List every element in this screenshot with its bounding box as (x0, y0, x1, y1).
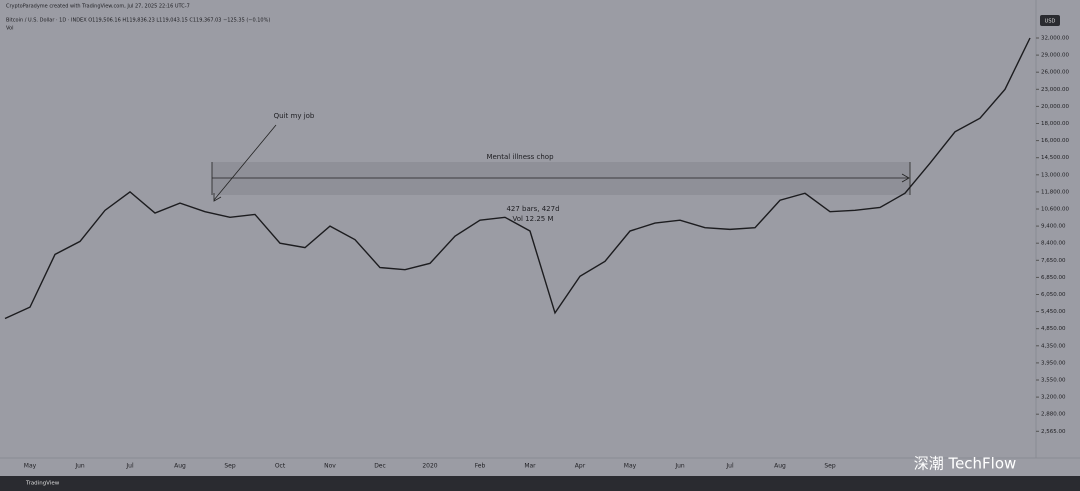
currency: USD (1045, 19, 1056, 25)
y-tick-label: 14,500.00 (1041, 155, 1069, 161)
y-tick-label: 26,000.00 (1041, 70, 1069, 76)
credit: CryptoParadyme created with TradingView.… (6, 4, 190, 10)
annotation: 427 bars, 427d (506, 205, 559, 213)
y-tick-label: 4,350.00 (1041, 343, 1066, 349)
y-tick-label: 10,600.00 (1041, 207, 1069, 213)
footer-brand: TradingView (25, 481, 60, 487)
measure-box (212, 162, 910, 195)
callout-head (213, 193, 222, 202)
volume-label: Vol (6, 26, 13, 32)
y-tick-label: 9,400.00 (1041, 224, 1066, 230)
y-tick-label: 7,650.00 (1041, 258, 1066, 264)
y-tick-label: 11,800.00 (1041, 189, 1069, 195)
x-tick-label: Aug (774, 463, 786, 470)
footer-bar (0, 476, 1080, 491)
x-tick-label: May (24, 463, 37, 470)
callout-line (213, 124, 277, 201)
annotation: Vol 12.25 M (512, 215, 553, 223)
arrow-head (901, 173, 910, 183)
x-tick-label: Oct (275, 463, 286, 470)
x-tick-label: Nov (324, 463, 336, 470)
y-tick-label: 8,400.00 (1041, 241, 1066, 247)
y-tick-label: 29,000.00 (1041, 53, 1069, 59)
y-tick-label: 6,050.00 (1041, 292, 1066, 298)
y-tick-label: 18,000.00 (1041, 121, 1069, 127)
y-tick-label: 3,950.00 (1041, 360, 1066, 366)
x-tick-label: Jul (725, 463, 734, 470)
currency-badge (1040, 15, 1060, 26)
x-tick-label: Apr (575, 463, 586, 470)
y-tick-label: 3,550.00 (1041, 378, 1066, 384)
y-tick-label: 5,450.00 (1041, 309, 1066, 315)
y-tick-label: 13,000.00 (1041, 172, 1069, 178)
y-tick-label: 2,565.00 (1041, 429, 1066, 435)
x-tick-label: Jul (125, 463, 134, 470)
y-tick-label: 23,000.00 (1041, 87, 1069, 93)
x-tick-label: Jun (674, 463, 685, 470)
x-tick-label: Sep (824, 463, 836, 470)
y-tick-label: 16,000.00 (1041, 138, 1069, 144)
x-tick-label: Feb (475, 463, 486, 470)
y-tick-label: 3,200.00 (1041, 395, 1066, 401)
watermark: 深潮 TechFlow (914, 455, 1017, 473)
price-line (4, 37, 1031, 320)
y-tick-label: 32,000.00 (1041, 36, 1069, 42)
x-tick-label: Sep (224, 463, 236, 470)
x-tick-label: Aug (174, 463, 186, 470)
y-tick-label: 2,880.00 (1041, 412, 1066, 418)
x-tick-label: May (624, 463, 637, 470)
chart-title: Bitcoin / U.S. Dollar · 1D · INDEX O119,… (6, 18, 270, 24)
x-tick-label: Mar (524, 463, 536, 470)
y-tick-label: 6,850.00 (1041, 275, 1066, 281)
y-tick-label: 4,850.00 (1041, 326, 1066, 332)
x-tick-label: 2020 (422, 463, 437, 470)
x-tick-label: Dec (374, 463, 386, 470)
y-tick-label: 20,000.00 (1041, 104, 1069, 110)
annotation: Mental illness chop (486, 153, 554, 161)
annotation: Quit my job (274, 112, 315, 120)
x-tick-label: Jun (74, 463, 85, 470)
